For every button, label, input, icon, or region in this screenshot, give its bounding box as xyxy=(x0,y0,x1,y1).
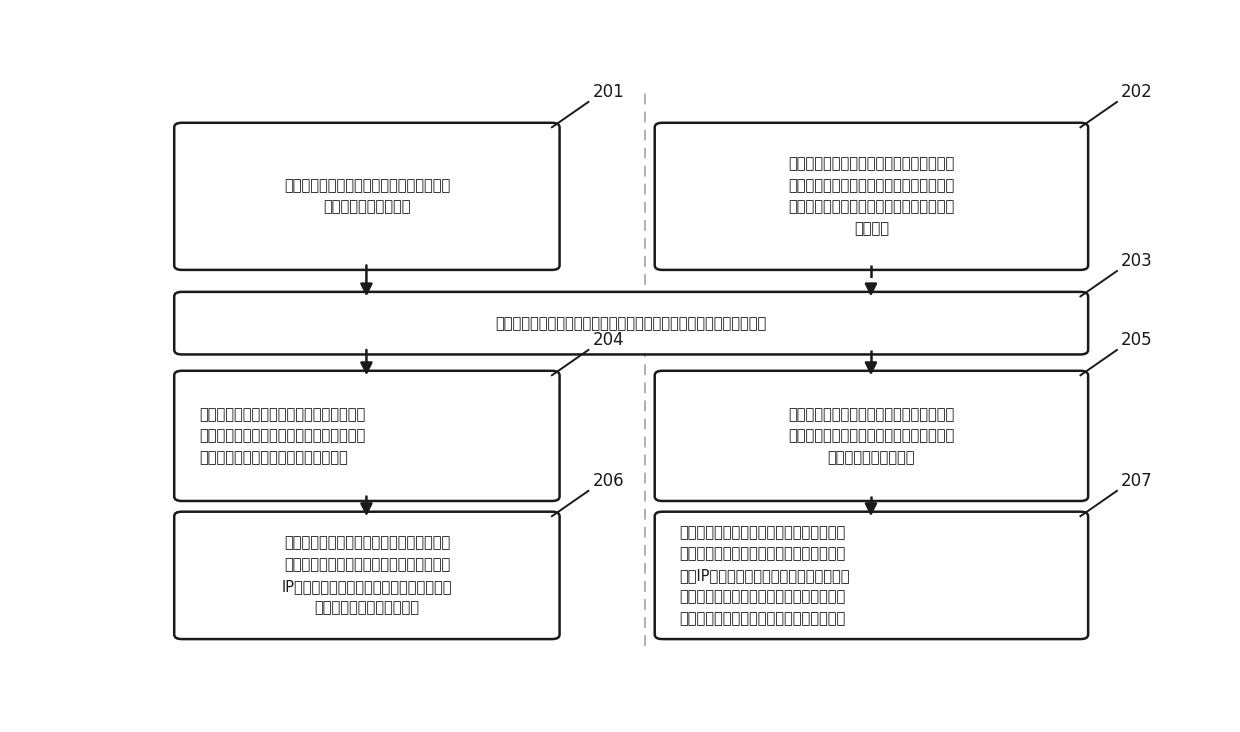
Text: 进行对直流偏磁抑制装置的安装地点、生产
厂家和型号、出厂时间和投运时间、校验记
录、IP地址、故障和缺陷及处理记录、投入
和退出的次数及持续时间、单次投退的详细: 进行对直流偏磁抑制装置的安装地点、生产 厂家和型号、出厂时间和投运时间、校验记 … xyxy=(680,525,851,626)
Text: 206: 206 xyxy=(593,471,624,490)
FancyBboxPatch shape xyxy=(655,512,1089,639)
Text: 对直流监测采集数据及直流偏磁监测采集数据进行分类管理和入库存储: 对直流监测采集数据及直流偏磁监测采集数据进行分类管理和入库存储 xyxy=(496,315,766,331)
Text: 采集由直流偏磁抑制装置监测所得的中性点
直流电流、中性点直流电流电位、隔直电容
和旁路电容的运行状态，得到直流偏磁监测
采集数据: 采集由直流偏磁抑制装置监测所得的中性点 直流电流、中性点直流电流电位、隔直电容 … xyxy=(789,157,955,236)
Text: 205: 205 xyxy=(1121,331,1152,349)
Text: 采集由直流监测装置监测所得的直流电流，
得到直流监测采集数据: 采集由直流监测装置监测所得的直流电流， 得到直流监测采集数据 xyxy=(284,178,450,214)
Text: 207: 207 xyxy=(1121,471,1152,490)
FancyBboxPatch shape xyxy=(174,292,1089,354)
Text: 201: 201 xyxy=(593,83,624,101)
FancyBboxPatch shape xyxy=(655,123,1089,270)
FancyBboxPatch shape xyxy=(655,371,1089,501)
Text: 根据直流偏磁监测采集数据，按时间周期查
询直流偏磁电流的统计数据及直流偏磁电流
随时间变化的趋势曲线: 根据直流偏磁监测采集数据，按时间周期查 询直流偏磁电流的统计数据及直流偏磁电流 … xyxy=(789,407,955,465)
FancyBboxPatch shape xyxy=(174,123,559,270)
FancyBboxPatch shape xyxy=(174,371,559,501)
Text: 203: 203 xyxy=(1121,252,1152,270)
Text: 进行对直流监测装置的安装地点、生产厂家
和型号、出厂时间和投运时间、校验记录、
IP地址、故障和缺陷及处理记录、通讯在线
情况及最近通信时间的管理: 进行对直流监测装置的安装地点、生产厂家 和型号、出厂时间和投运时间、校验记录、 … xyxy=(281,536,453,616)
Text: 202: 202 xyxy=(1121,83,1152,101)
Text: 根据直流监测采集数据，按时间周期查询直
流电流的统计数据、直流电流随时间变化的
趋势曲线及直流电流超过限值告警情况: 根据直流监测采集数据，按时间周期查询直 流电流的统计数据、直流电流随时间变化的 … xyxy=(200,407,366,465)
Text: 204: 204 xyxy=(593,331,624,349)
FancyBboxPatch shape xyxy=(174,512,559,639)
